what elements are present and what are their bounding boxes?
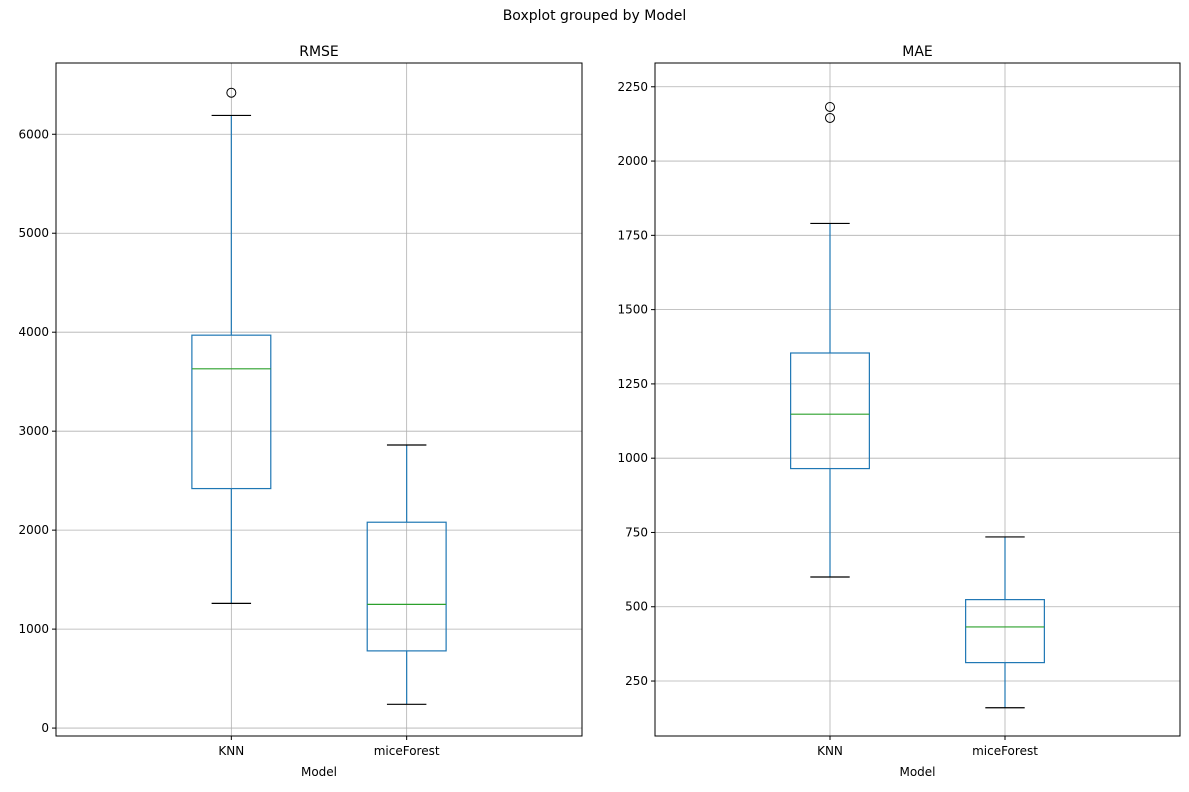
figure-suptitle: Boxplot grouped by Model — [502, 8, 687, 24]
y-tick-label: 4000 — [18, 325, 49, 339]
subplot-title: RMSE — [299, 44, 339, 60]
box-knn — [790, 101, 870, 578]
y-tick-label: 1250 — [617, 377, 648, 391]
axes-frame — [55, 62, 583, 737]
y-tick-label: 1000 — [18, 622, 49, 636]
iqr-box — [366, 521, 447, 652]
y-tick-label: 750 — [625, 525, 648, 539]
y-tick-label: 3000 — [18, 424, 49, 438]
x-tick-label-miceforest: miceForest — [972, 744, 1038, 758]
outlier-point — [825, 112, 835, 123]
y-tick-label: 1500 — [617, 303, 648, 317]
y-tick-label: 500 — [625, 600, 648, 614]
rmse-subplot: 0 1000 2000 3000 4000 5000 6000 KNN miceForest RM… — [18, 44, 583, 779]
outlier-point — [226, 87, 237, 98]
outlier-point — [825, 101, 835, 112]
iqr-box — [191, 334, 272, 490]
x-tick-label-miceforest: miceForest — [374, 744, 440, 758]
box-miceforest — [965, 536, 1045, 709]
x-tick-label-knn: KNN — [817, 744, 843, 758]
box-miceforest — [366, 444, 447, 705]
mae-subplot: 250 500 750 1000 1250 1500 1750 2000 2250 KNN mice… — [617, 44, 1181, 779]
y-tick-label: 0 — [41, 721, 49, 735]
y-tick-label: 2000 — [617, 154, 648, 168]
y-tick-label: 5000 — [18, 226, 49, 240]
y-tick-label: 6000 — [18, 127, 49, 141]
x-axis-label: Model — [899, 765, 935, 779]
y-tick-label: 250 — [625, 674, 648, 688]
y-tick-label: 2250 — [617, 80, 648, 94]
y-tick-label: 2000 — [18, 523, 49, 537]
box-knn — [191, 87, 272, 604]
axes-frame — [654, 62, 1181, 737]
x-axis-label: Model — [301, 765, 337, 779]
y-tick-label: 1000 — [617, 451, 648, 465]
y-tick-label: 1750 — [617, 228, 648, 242]
iqr-box — [790, 352, 870, 470]
x-tick-label-knn: KNN — [218, 744, 244, 758]
subplot-title: MAE — [902, 44, 933, 60]
iqr-box — [965, 599, 1045, 664]
